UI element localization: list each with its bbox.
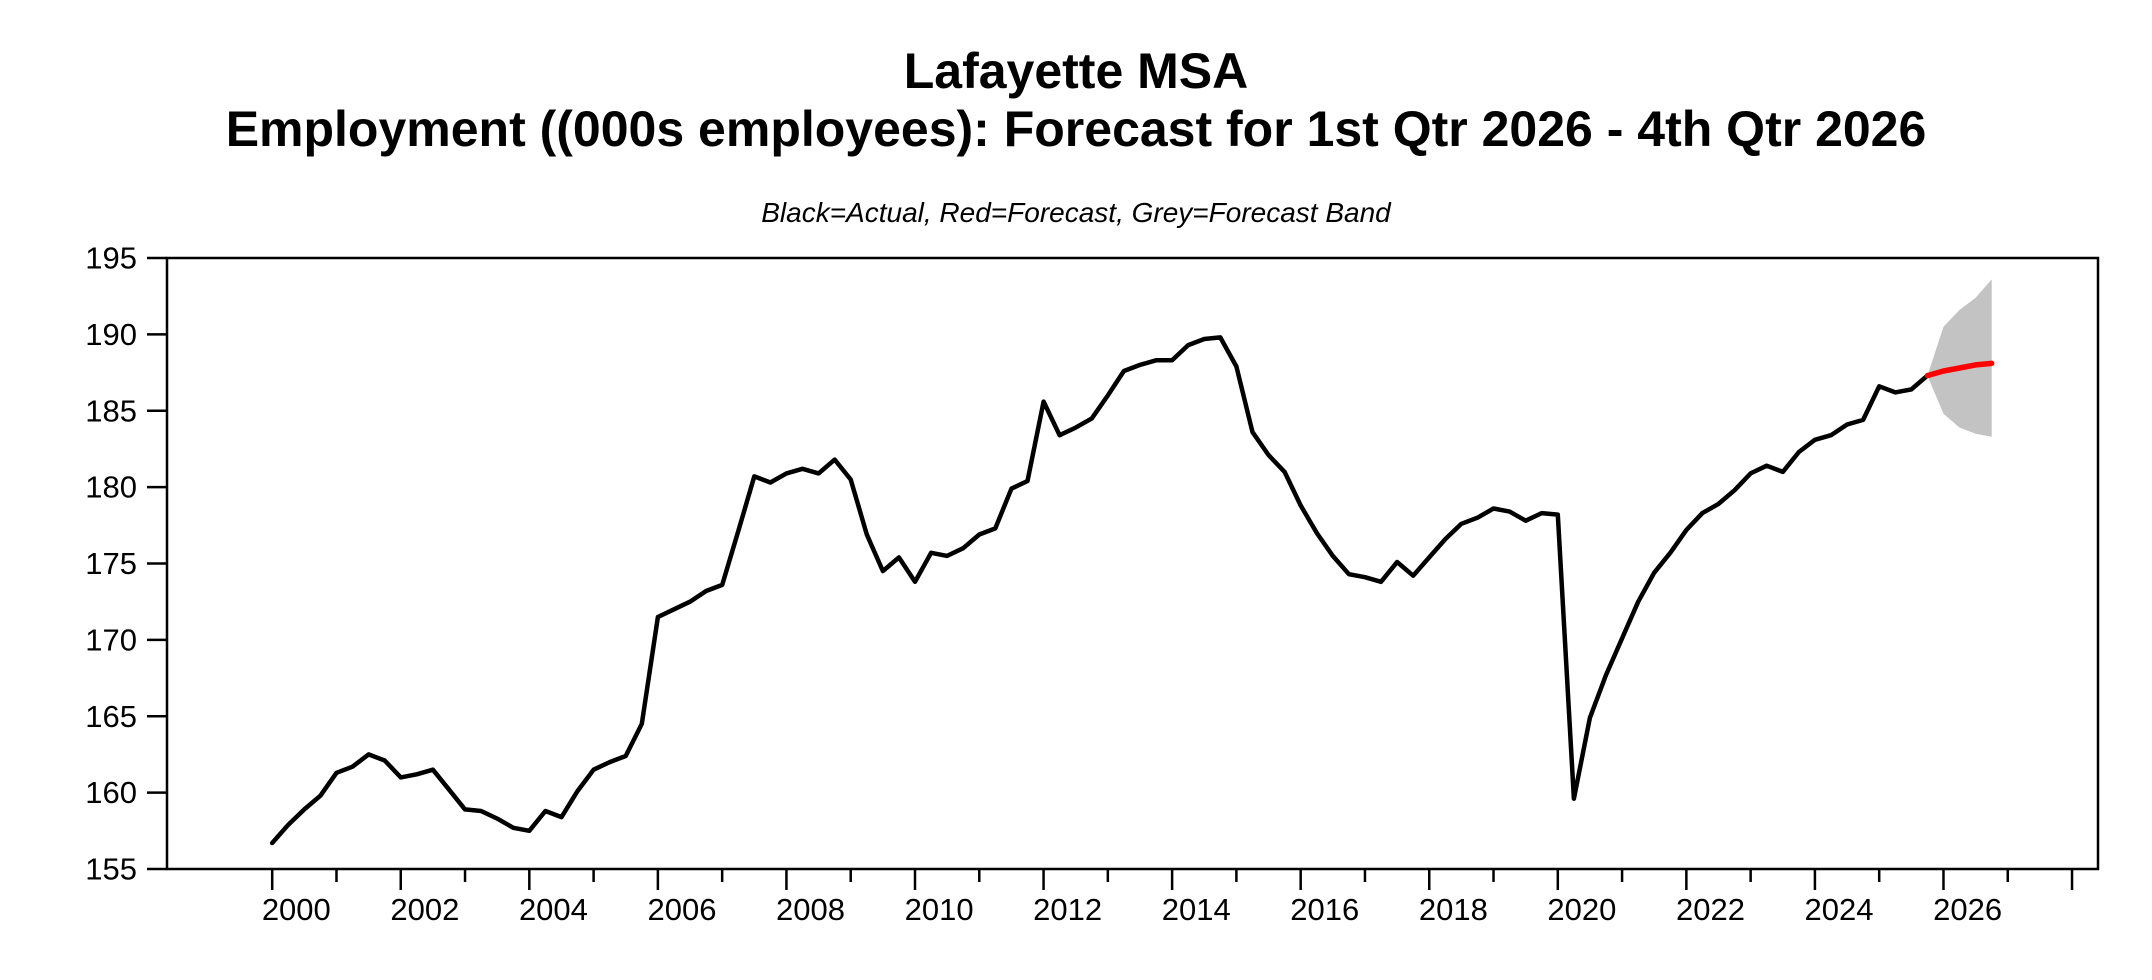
x-tick-label: 2020 — [1547, 892, 1616, 927]
y-tick-label: 195 — [85, 241, 137, 276]
x-tick-label: 2012 — [1033, 892, 1102, 927]
y-tick-label: 190 — [85, 317, 137, 352]
y-tick-label: 160 — [85, 775, 137, 810]
actual-series-line — [269, 335, 1930, 846]
x-tick-label: 2016 — [1290, 892, 1359, 927]
x-tick-label: 2002 — [390, 892, 459, 927]
y-tick-label: 165 — [85, 699, 137, 734]
chart-legend-note: Black=Actual, Red=Forecast, Grey=Forecas… — [761, 197, 1391, 228]
x-tick-label: 2018 — [1419, 892, 1488, 927]
y-tick-label: 155 — [85, 852, 137, 887]
chart-title-line2: Employment ((000s employees): Forecast f… — [225, 101, 1927, 157]
x-tick-label: 2008 — [776, 892, 845, 927]
forecast-series-line — [1924, 360, 1995, 379]
x-tick-label: 2004 — [519, 892, 588, 927]
forecast-band — [1927, 279, 1992, 437]
x-tick-label: 2024 — [1805, 892, 1874, 927]
chart-title-line1: Lafayette MSA — [903, 43, 1249, 99]
y-tick-label: 185 — [85, 393, 137, 428]
x-tick-label: 2014 — [1162, 892, 1231, 927]
y-tick-label: 180 — [85, 470, 137, 505]
x-tick-label: 2022 — [1676, 892, 1745, 927]
x-tick-label: 2026 — [1933, 892, 2002, 927]
y-tick-label: 175 — [85, 546, 137, 581]
x-tick-label: 2006 — [648, 892, 717, 927]
x-tick-label: 2000 — [262, 892, 331, 927]
x-tick-label: 2010 — [905, 892, 974, 927]
y-tick-label: 170 — [85, 622, 137, 657]
plot-frame — [165, 256, 2100, 871]
